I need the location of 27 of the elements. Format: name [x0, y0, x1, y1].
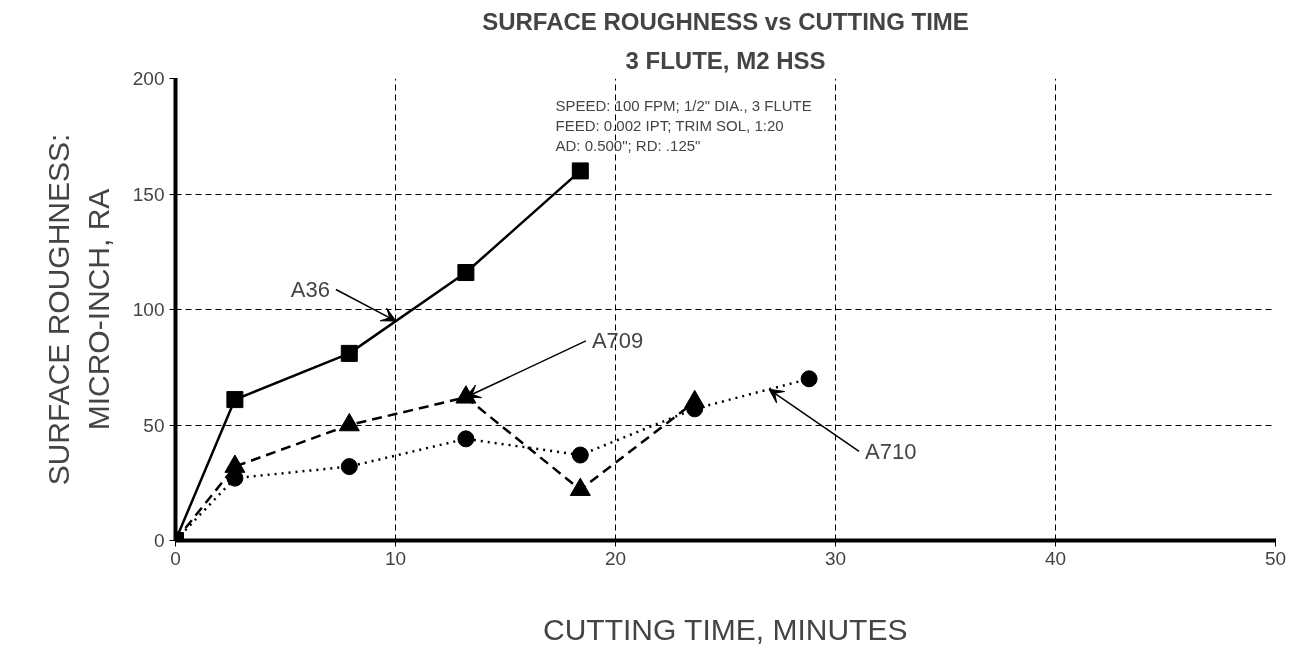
x-tick-label: 40 — [1044, 547, 1067, 569]
point — [800, 370, 818, 388]
y-tick-label: 50 — [143, 414, 165, 436]
point — [226, 391, 244, 409]
y-tick-label: 0 — [153, 530, 165, 551]
x-axis-title: CUTTING TIME, MINUTES — [543, 612, 908, 646]
text: A709 — [591, 328, 644, 354]
annotation: SPEED: 100 FPM; 1/2" DIA., 3 FLUTE FEED: 0.002 IPT; TRIM SOL, 1:20 AD: 0.500"; RD: .125" — [555, 96, 812, 155]
y-tick-label: 150 — [132, 183, 165, 205]
text: A710 — [865, 438, 917, 464]
y-tick-label: 100 — [132, 299, 165, 320]
x-tick-label: 0 — [170, 547, 181, 569]
x-tick-label: 30 — [824, 547, 847, 569]
chart-title: SURFACE ROUGHNESS vs CUTTING TIME — [482, 7, 969, 35]
point — [340, 458, 358, 476]
point — [457, 430, 475, 448]
chart-subtitle: 3 FLUTE, M2 HSS — [625, 46, 826, 74]
point — [457, 264, 475, 282]
y-tick-label: 200 — [132, 68, 165, 89]
point — [571, 162, 589, 180]
point — [340, 344, 358, 362]
x-tick-label: 20 — [604, 547, 627, 569]
y-axis-title: SURFACE ROUGHNESS: MICRO-INCH, RA — [42, 133, 115, 486]
x-tick-label: 10 — [384, 547, 407, 569]
x-tick-label: 50 — [1264, 547, 1287, 569]
point — [571, 446, 589, 464]
text: A36 — [290, 277, 330, 302]
